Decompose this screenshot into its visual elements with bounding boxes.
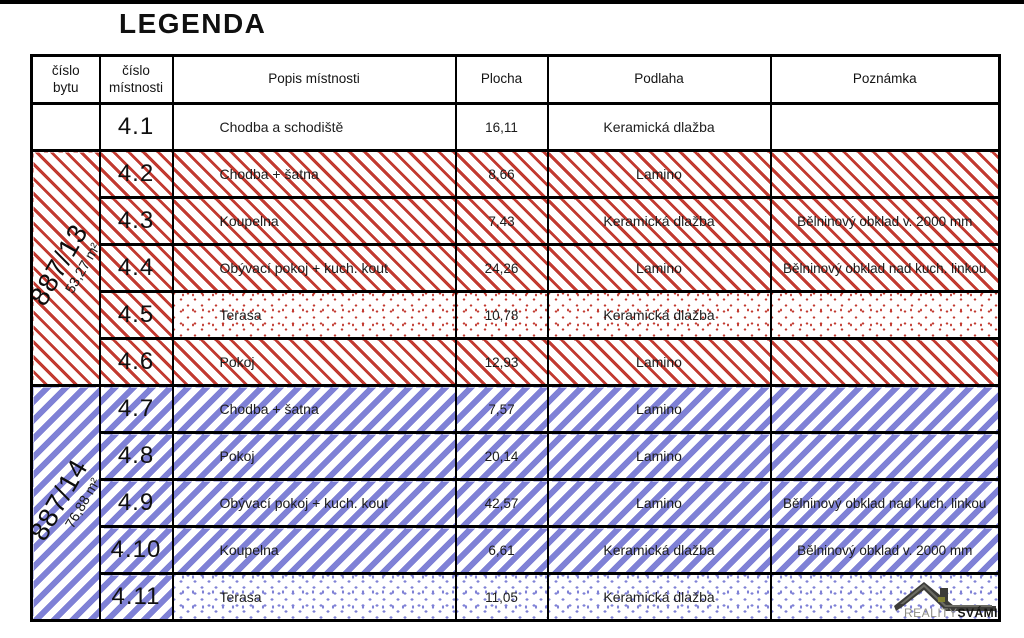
note-cell: [769, 149, 1001, 199]
area-cell: 7,43: [454, 196, 549, 246]
note-cell: [769, 290, 1001, 340]
area-cell: 7,57: [454, 384, 549, 434]
page-title: LEGENDA: [119, 8, 267, 39]
room-number-cell: 4.9: [98, 478, 174, 528]
header-plocha: Plocha: [454, 54, 549, 105]
floor-cell: Lamino: [546, 337, 772, 387]
floor-cell: Lamino: [546, 149, 772, 199]
area-cell: 10,78: [454, 290, 549, 340]
header-cislo-mistnosti: číslo místnosti: [98, 54, 174, 105]
top-border-line: [0, 0, 1024, 4]
floor-cell: Keramická dlažba: [546, 196, 772, 246]
floor-cell: Lamino: [546, 431, 772, 481]
room-name-cell: Chodba + šatna: [171, 384, 457, 434]
logo-text-svami: SVÁMI: [957, 606, 998, 620]
table-row: 4.8 Pokoj 20,14 Lamino: [32, 431, 1001, 481]
area-cell: 42,57: [454, 478, 549, 528]
table-row: 887/13 53,27 m² 4.2 Chodba + šatna 8,66 Lamin…: [30, 149, 1001, 387]
room-name-cell: Pokoj: [171, 337, 457, 387]
room-name-cell: Pokoj: [171, 431, 457, 481]
table-row: 4.5 Terasa 10,78 Keramická dlažba: [32, 290, 1001, 340]
floor-cell: Keramická dlažba: [546, 572, 772, 622]
table-row: 4.10 Koupelna 6,61 Keramická dlažba Bělninov…: [32, 525, 1001, 575]
room-number-cell: 4.1: [98, 102, 174, 152]
apartment-cell-empty: [30, 102, 101, 152]
table-row: 4.6 Pokoj 12,93 Lamino: [32, 337, 1001, 387]
table-row: 4.4 Obývací pokoj + kuch. kout 24,26 Lamino…: [32, 243, 1001, 293]
floor-cell: Lamino: [546, 384, 772, 434]
header-podlaha: Podlaha: [546, 54, 772, 105]
table-row: 4.3 Koupelna 7,43 Keramická dlažba Bělninový…: [32, 196, 1001, 246]
logo-wordmark: REALITYSVÁMI: [904, 606, 998, 620]
room-number-cell: 4.3: [98, 196, 174, 246]
room-number-cell: 4.7: [98, 384, 174, 434]
table-row: 4.11 Terasa 11,05 Keramická dlažba: [32, 572, 1001, 622]
room-number-cell: 4.11: [98, 572, 174, 622]
floor-cell: Lamino: [546, 478, 772, 528]
area-cell: 11,05: [454, 572, 549, 622]
floor-cell: Keramická dlažba: [546, 102, 772, 152]
note-cell: Bělninový obklad nad kuch. linkou: [769, 243, 1001, 293]
note-cell: [769, 384, 1001, 434]
note-cell: Bělninový obklad v. 2000 mm: [769, 196, 1001, 246]
apartment-cell-blue: 887/14 76,88 m²: [30, 384, 101, 622]
area-cell: 16,11: [454, 102, 549, 152]
table-row: 887/14 76,88 m² 4.7 Chodba + šatna 7,57 Lamin…: [30, 384, 1001, 622]
area-cell: 24,26: [454, 243, 549, 293]
note-cell: [769, 431, 1001, 481]
header-cislo-bytu: číslo bytu: [30, 54, 101, 105]
room-number-cell: 4.4: [98, 243, 174, 293]
table-row: 4.9 Obývací pokoj + kuch. kout 42,57 Lamino…: [32, 478, 1001, 528]
legend-table: číslo bytu číslo místnosti Popis místnos…: [30, 54, 1001, 622]
note-cell: [769, 102, 1001, 152]
header-popis-mistnosti: Popis místnosti: [171, 54, 457, 105]
area-cell: 20,14: [454, 431, 549, 481]
floor-cell: Keramická dlažba: [546, 525, 772, 575]
note-cell: Bělninový obklad nad kuch. linkou: [769, 478, 1001, 528]
header-poznamka: Poznámka: [769, 54, 1001, 105]
room-name-cell: Chodba + šatna: [171, 149, 457, 199]
area-cell: 12,93: [454, 337, 549, 387]
room-name-cell: Terasa: [171, 290, 457, 340]
room-number-cell: 4.10: [98, 525, 174, 575]
room-number-cell: 4.8: [98, 431, 174, 481]
logo-text-reality: REALITY: [903, 606, 958, 620]
room-name-cell: Chodba a schodiště: [171, 102, 457, 152]
legend-table-body: 4.1 Chodba a schodiště 16,11 Keramická dlaž…: [30, 102, 1001, 622]
header-row: číslo bytu číslo místnosti Popis místnos…: [30, 54, 1001, 105]
area-cell: 8,66: [454, 149, 549, 199]
roof-icon: [894, 582, 996, 611]
room-number-cell: 4.6: [98, 337, 174, 387]
reality-svami-logo: REALITYSVÁMI: [880, 580, 998, 632]
room-name-cell: Obývací pokoj + kuch. kout: [171, 243, 457, 293]
note-cell: [769, 572, 1001, 622]
floor-cell: Lamino: [546, 243, 772, 293]
room-name-cell: Koupelna: [171, 196, 457, 246]
room-name-cell: Koupelna: [171, 525, 457, 575]
room-name-cell: Obývací pokoj + kuch. kout: [171, 478, 457, 528]
room-number-cell: 4.5: [98, 290, 174, 340]
note-cell: Bělninový obklad v. 2000 mm: [769, 525, 1001, 575]
area-cell: 6,61: [454, 525, 549, 575]
room-name-cell: Terasa: [171, 572, 457, 622]
apartment-cell-red: 887/13 53,27 m²: [30, 149, 101, 387]
note-cell: [769, 337, 1001, 387]
floor-cell: Keramická dlažba: [546, 290, 772, 340]
room-number-cell: 4.2: [98, 149, 174, 199]
table-row: 4.1 Chodba a schodiště 16,11 Keramická dlaž…: [30, 102, 1001, 152]
